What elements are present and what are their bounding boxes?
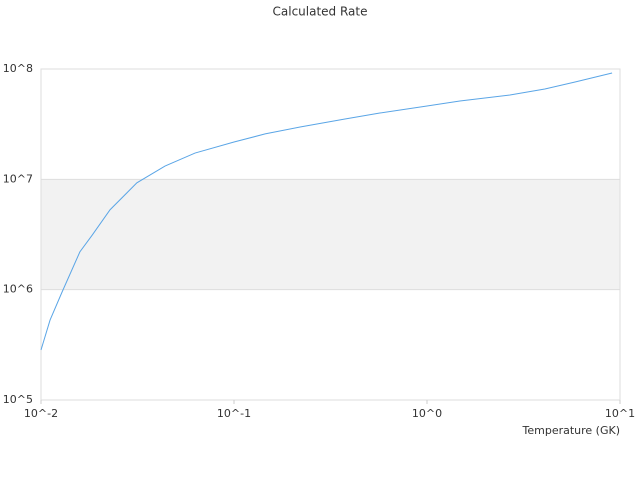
y-tick-label: 10^6	[3, 283, 33, 296]
data-line	[40, 72, 613, 351]
x-tick-label: 10^0	[412, 407, 442, 420]
x-tick-label: 10^-1	[217, 407, 251, 420]
chart-title: Calculated Rate	[273, 5, 368, 19]
y-tick-label: 10^8	[3, 62, 33, 75]
plot-border	[40, 68, 621, 401]
x-tick-label: 10^1	[605, 407, 635, 420]
y-tick-label: 10^5	[3, 393, 33, 406]
x-tick-label: 10^-2	[24, 407, 58, 420]
band	[41, 179, 620, 290]
y-tick-label: 10^7	[3, 172, 33, 185]
x-axis-title: Temperature (GK)	[522, 424, 621, 437]
